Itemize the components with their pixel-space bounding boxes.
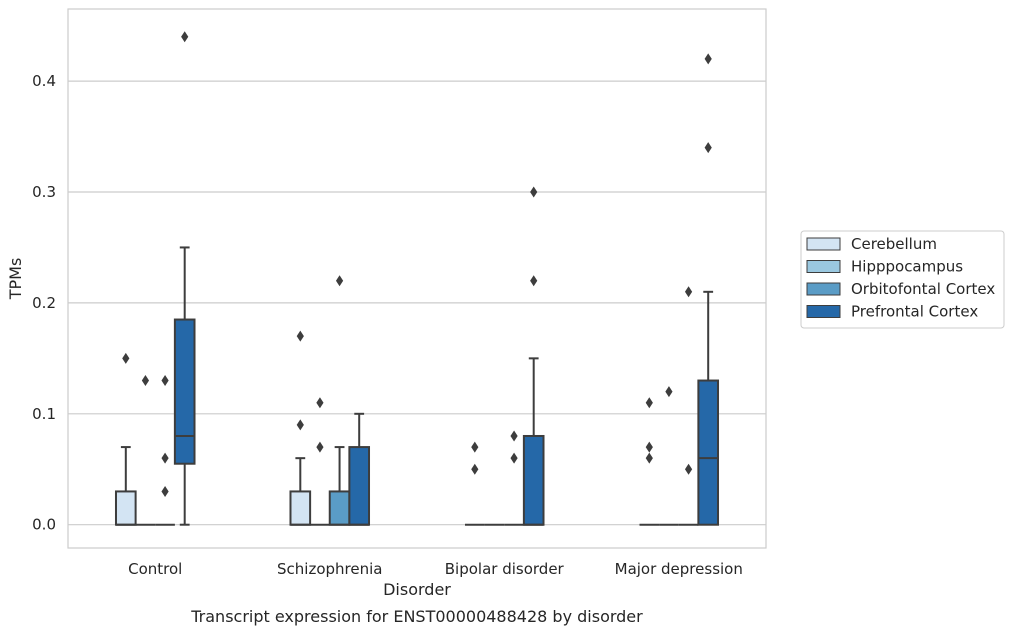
outlier-point xyxy=(510,452,518,464)
x-tick-label: Major depression xyxy=(615,560,743,578)
series-prefrontal-cortex xyxy=(173,31,720,526)
outlier-point xyxy=(704,53,712,65)
legend: Cerebellum Hipppocampus Orbitofontal Corte… xyxy=(800,230,1005,329)
outlier-point xyxy=(161,375,169,387)
outlier-point xyxy=(296,330,304,342)
outlier-point xyxy=(471,441,479,453)
box-series xyxy=(114,31,720,526)
legend-label: Orbitofontal Cortex xyxy=(851,280,995,298)
box-iqr xyxy=(348,446,371,526)
legend-label: Cerebellum xyxy=(851,235,937,253)
series-cerebellum xyxy=(114,330,660,526)
outlier-point xyxy=(316,397,324,409)
y-tick-label: 0.2 xyxy=(32,294,56,312)
y-tick-label: 0.4 xyxy=(32,72,56,90)
y-tick-label: 0.1 xyxy=(32,405,56,423)
legend-label: Hipppocampus xyxy=(851,258,963,276)
x-axis-ticks: Control Schizophrenia Bipolar disorder Majo… xyxy=(128,560,743,578)
outlier-point xyxy=(161,452,169,464)
series-hipppocampus xyxy=(135,375,679,526)
outlier-point xyxy=(161,485,169,497)
y-tick-label: 0.3 xyxy=(32,183,56,201)
outlier-point xyxy=(530,275,538,287)
outlier-point xyxy=(684,286,693,298)
outlier-point xyxy=(704,142,712,154)
outlier-point xyxy=(181,31,189,43)
chart-caption: Transcript expression for ENST0000048842… xyxy=(190,607,643,626)
x-tick-label: Schizophrenia xyxy=(277,560,382,578)
y-axis-label: TPMs xyxy=(6,258,25,301)
outlier-point xyxy=(510,430,518,442)
x-tick-label: Control xyxy=(128,560,182,578)
outlier-point xyxy=(141,375,150,387)
x-tick-label: Bipolar disorder xyxy=(445,560,565,578)
legend-frame xyxy=(800,230,1005,329)
outlier-point xyxy=(471,463,479,475)
legend-swatch xyxy=(806,260,841,273)
legend-swatch xyxy=(806,305,841,318)
series-orbitofontal-cortex xyxy=(155,275,699,526)
legend-swatch xyxy=(806,282,841,296)
box-iqr xyxy=(289,490,312,526)
outlier-point xyxy=(316,441,324,453)
outlier-point xyxy=(645,397,653,409)
box-iqr xyxy=(697,379,720,526)
x-axis-label: Disorder xyxy=(383,580,451,599)
legend-swatch xyxy=(806,237,841,251)
y-tick-label: 0.0 xyxy=(32,516,56,534)
outlier-point xyxy=(645,441,653,453)
outlier-point xyxy=(296,419,304,431)
gridlines xyxy=(68,80,766,526)
y-axis-ticks: 0.0 0.1 0.2 0.3 0.4 xyxy=(32,72,56,534)
outlier-point xyxy=(122,352,130,364)
plot-frame xyxy=(67,8,767,549)
outlier-point xyxy=(645,452,653,464)
outlier-point xyxy=(530,186,538,198)
outlier-point xyxy=(665,386,673,398)
outlier-point xyxy=(684,463,693,475)
box-iqr xyxy=(328,490,351,526)
box-iqr xyxy=(173,318,196,465)
legend-label: Prefrontal Cortex xyxy=(851,303,978,321)
box-iqr xyxy=(522,434,545,526)
box-iqr xyxy=(114,490,137,526)
outlier-point xyxy=(335,275,344,287)
